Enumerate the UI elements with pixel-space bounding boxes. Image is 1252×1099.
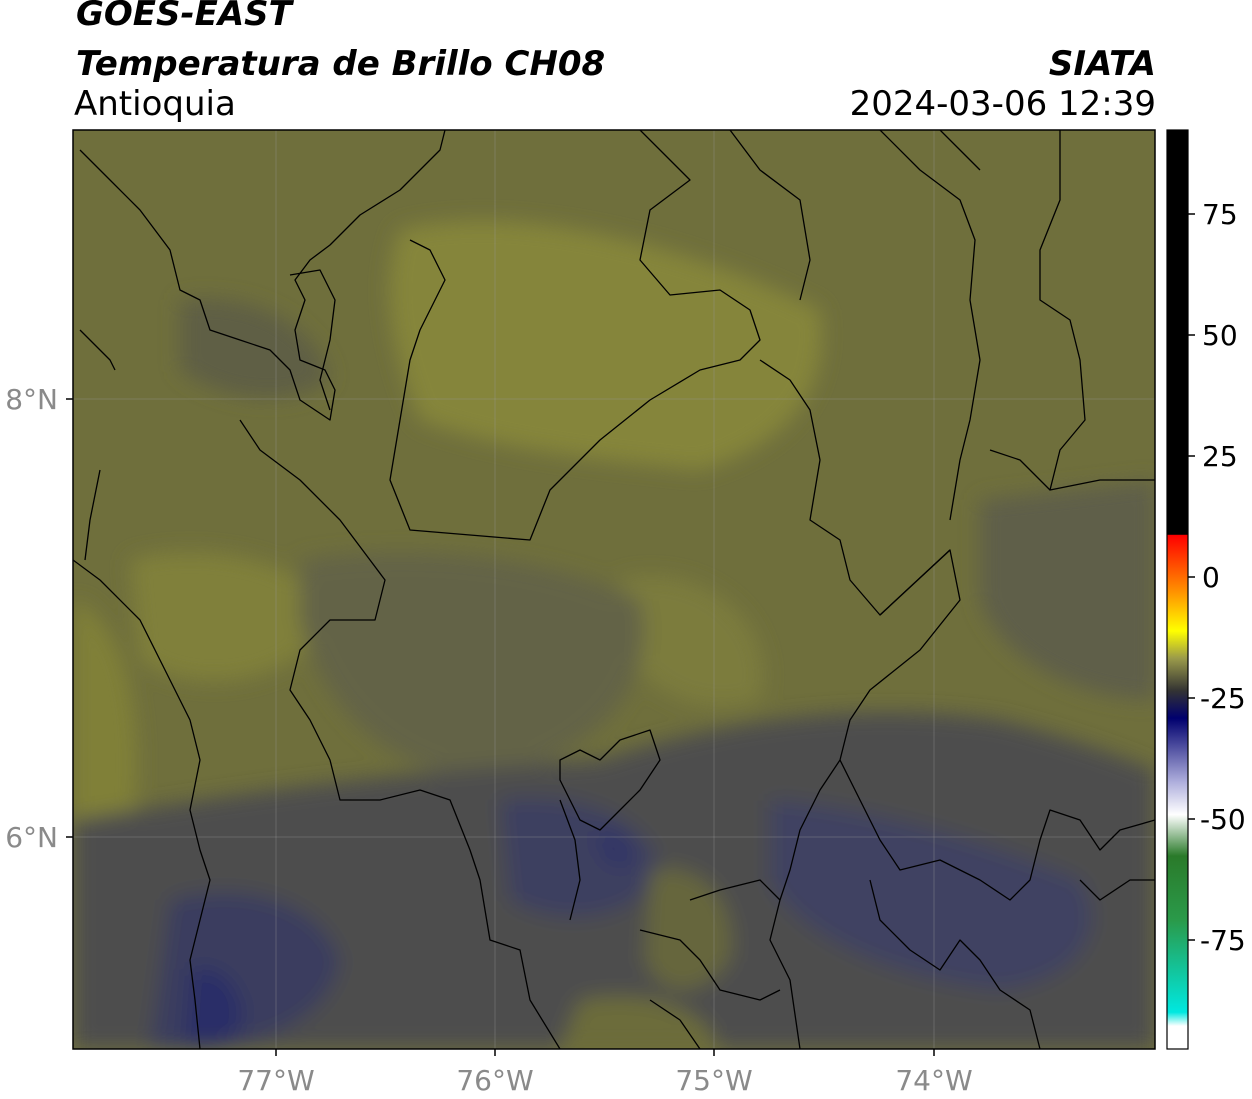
colorbar-tick-label: 75 xyxy=(1202,198,1238,231)
colorbar-tick-label: 50 xyxy=(1202,319,1238,352)
longitude-tick-label: 76°W xyxy=(456,1064,533,1097)
colorbar-tick-label: 0 xyxy=(1202,561,1220,594)
organization-label: SIATA xyxy=(1048,44,1156,84)
longitude-tick-label: 77°W xyxy=(237,1064,314,1097)
latitude-tick-label: 6°N xyxy=(5,821,58,854)
map-title-satellite: GOES-EAST xyxy=(76,0,292,34)
colorbar-tick-label: -50 xyxy=(1200,803,1246,836)
longitude-tick-label: 75°W xyxy=(675,1064,752,1097)
colorbar-tick-label: 25 xyxy=(1202,440,1238,473)
colorbar-tick-label: -75 xyxy=(1200,924,1246,957)
colorbar-scale xyxy=(1166,129,1189,1050)
latitude-tick-label: 8°N xyxy=(5,383,58,416)
timestamp-label: 2024-03-06 12:39 xyxy=(849,84,1156,124)
longitude-tick-label: 74°W xyxy=(895,1064,972,1097)
graticule xyxy=(73,130,1155,1049)
colorbar: 75 50 25 0 -25 -50 -75 xyxy=(1166,129,1246,1050)
region-label: Antioquia xyxy=(74,84,236,124)
colorbar-tick-label: -25 xyxy=(1200,682,1246,715)
boundary-lines xyxy=(73,130,1155,1049)
map-frame xyxy=(72,129,1156,1050)
map-title-product: Temperatura de Brillo CH08 xyxy=(76,44,606,84)
brightness-temperature-field xyxy=(73,130,1155,1049)
